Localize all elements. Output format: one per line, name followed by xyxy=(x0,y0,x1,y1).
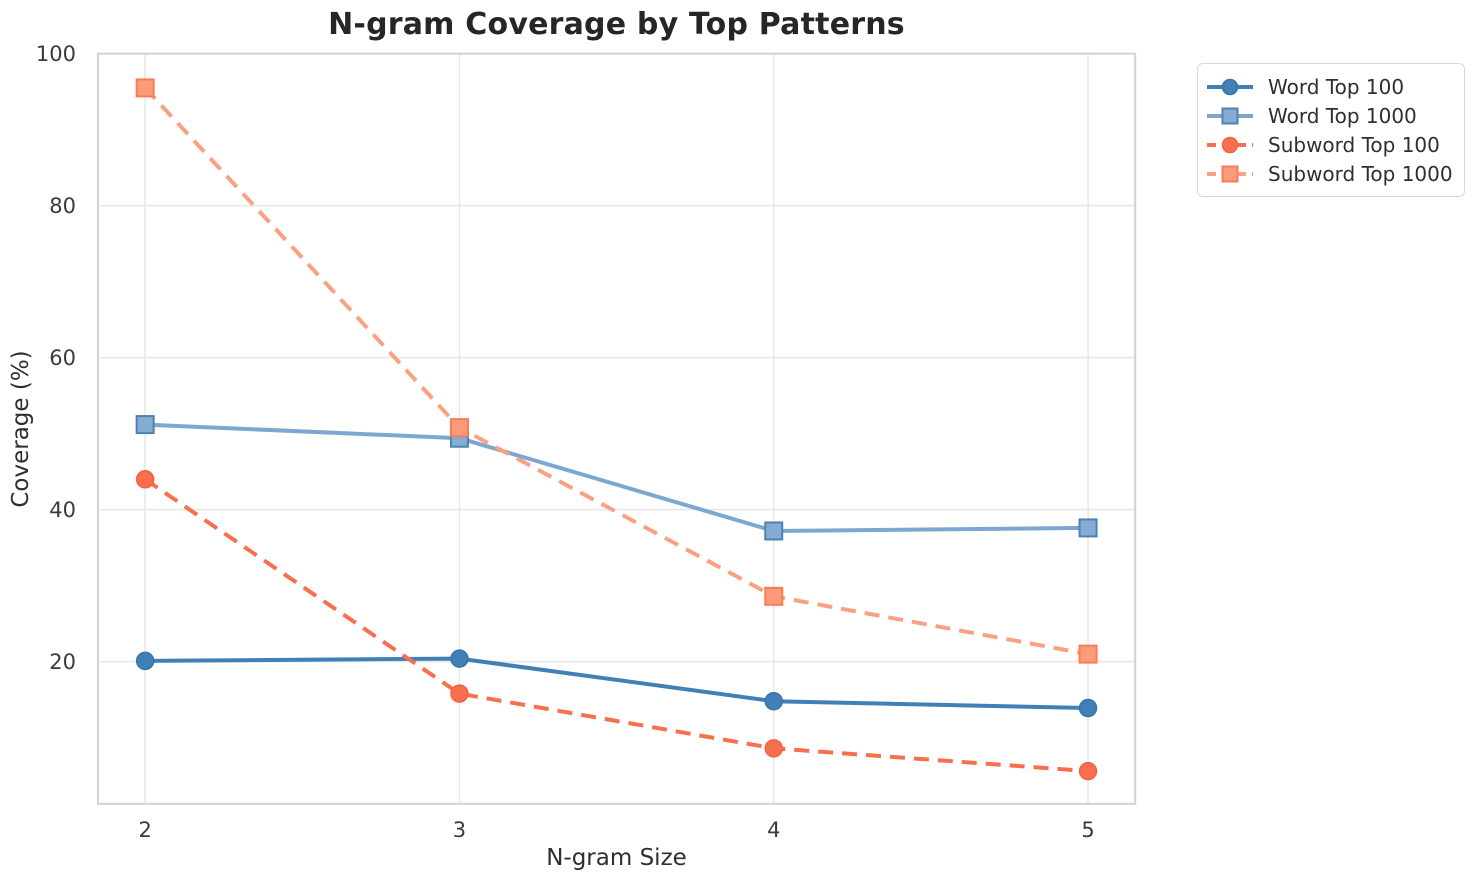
y-axis-label: Coverage (%) xyxy=(8,350,34,508)
marker-subword-top-1000 xyxy=(135,78,155,98)
marker-word-top-1000 xyxy=(764,521,784,541)
series-line-subword-top-1000 xyxy=(143,86,1089,657)
marker-word-top-100 xyxy=(764,691,784,711)
x-tick-label: 3 xyxy=(453,818,466,842)
marker-word-top-100 xyxy=(450,649,469,668)
legend-label: Word Top 1000 xyxy=(1268,103,1417,128)
legend-swatch-word-top-100 xyxy=(1207,78,1253,95)
marker-word-top-100 xyxy=(135,651,155,671)
legend-swatch-subword-top-100 xyxy=(1207,136,1253,153)
marker-subword-top-1000 xyxy=(764,586,784,606)
series-line-subword-top-100 xyxy=(143,477,1089,774)
marker-word-top-1000 xyxy=(135,415,155,435)
marker-subword-top-1000 xyxy=(449,418,469,438)
series-line-word-top-100 xyxy=(145,656,1089,710)
series-line-word-top-1000 xyxy=(145,422,1089,533)
marker-word-top-100 xyxy=(1078,698,1098,718)
marker-subword-top-100 xyxy=(135,470,155,489)
legend-item-subword-top-100: Subword Top 100 xyxy=(1206,131,1456,158)
y-tick-label: 60 xyxy=(49,346,76,370)
chart-title: N-gram Coverage by Top Patterns xyxy=(328,7,905,42)
x-tick-label: 2 xyxy=(138,818,151,842)
x-axis-label: N-gram Size xyxy=(546,845,687,871)
legend-swatch-word-top-1000 xyxy=(1207,107,1253,124)
legend-item-subword-top-1000: Subword Top 1000 xyxy=(1206,160,1456,187)
y-tick-label: 20 xyxy=(49,650,76,674)
legend-item-word-top-100: Word Top 100 xyxy=(1206,73,1456,100)
marker-subword-top-100 xyxy=(450,684,469,703)
x-tick-label: 4 xyxy=(767,818,780,842)
legend-label: Subword Top 1000 xyxy=(1268,161,1453,186)
legend: Word Top 100 Word Top 1000 Subword Top 100… xyxy=(1197,63,1465,197)
legend-swatch-subword-top-1000 xyxy=(1207,165,1253,182)
y-tick-label: 100 xyxy=(36,42,76,66)
x-tick-label: 5 xyxy=(1081,818,1094,842)
legend-item-word-top-1000: Word Top 1000 xyxy=(1206,102,1456,129)
legend-label: Subword Top 100 xyxy=(1268,132,1440,157)
marker-word-top-1000 xyxy=(1078,518,1098,538)
marker-subword-top-100 xyxy=(1078,761,1098,781)
axes-frame xyxy=(97,52,1137,805)
marker-subword-top-1000 xyxy=(1078,644,1098,664)
marker-subword-top-100 xyxy=(764,739,784,758)
legend-label: Word Top 100 xyxy=(1268,74,1405,99)
y-tick-label: 80 xyxy=(49,194,76,218)
y-tick-label: 40 xyxy=(49,498,76,522)
